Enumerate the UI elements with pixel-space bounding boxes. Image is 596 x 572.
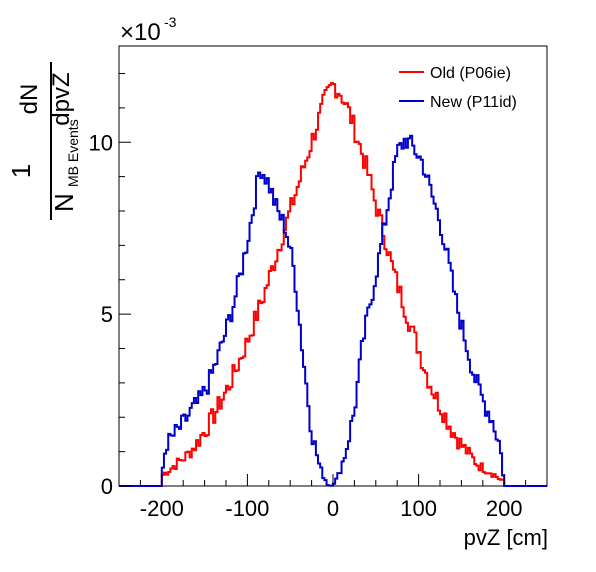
y-tick-label: 10 <box>89 130 113 155</box>
y-multiplier-exponent: -3 <box>164 14 177 30</box>
series-old-line <box>119 82 547 487</box>
y-tick-label: 5 <box>101 302 113 327</box>
legend-label-old: Old (P06ie) <box>430 65 511 82</box>
y-label-n: N <box>49 193 79 212</box>
x-tick-label: -100 <box>225 496 269 521</box>
x-tick-label: 200 <box>486 496 523 521</box>
y-axis-label: 1 N MB Events dN dpvZ <box>6 62 81 220</box>
x-tick-label: 0 <box>327 496 339 521</box>
y-tick-label: 0 <box>101 474 113 499</box>
y-axis-ticks: 0 5 10 <box>89 73 131 499</box>
y-label-dpvz: dpvZ <box>48 72 75 125</box>
series-new-line <box>119 134 547 487</box>
y-multiplier-base: ×10 <box>120 19 161 46</box>
plot-frame <box>118 45 548 487</box>
legend: Old (P06ie) New (P11id) <box>399 65 517 111</box>
legend-label-new: New (P11id) <box>430 94 517 111</box>
x-tick-label: 100 <box>400 496 437 521</box>
y-label-one: 1 <box>6 164 36 178</box>
x-axis-ticks: -200 -100 0 100 200 <box>118 474 548 521</box>
x-tick-label: -200 <box>140 496 184 521</box>
y-label-n-subscript: MB Events <box>65 119 81 187</box>
series-layer <box>119 82 547 487</box>
y-label-dn: dN <box>16 84 43 115</box>
x-axis-label: pvZ [cm] <box>464 525 548 550</box>
